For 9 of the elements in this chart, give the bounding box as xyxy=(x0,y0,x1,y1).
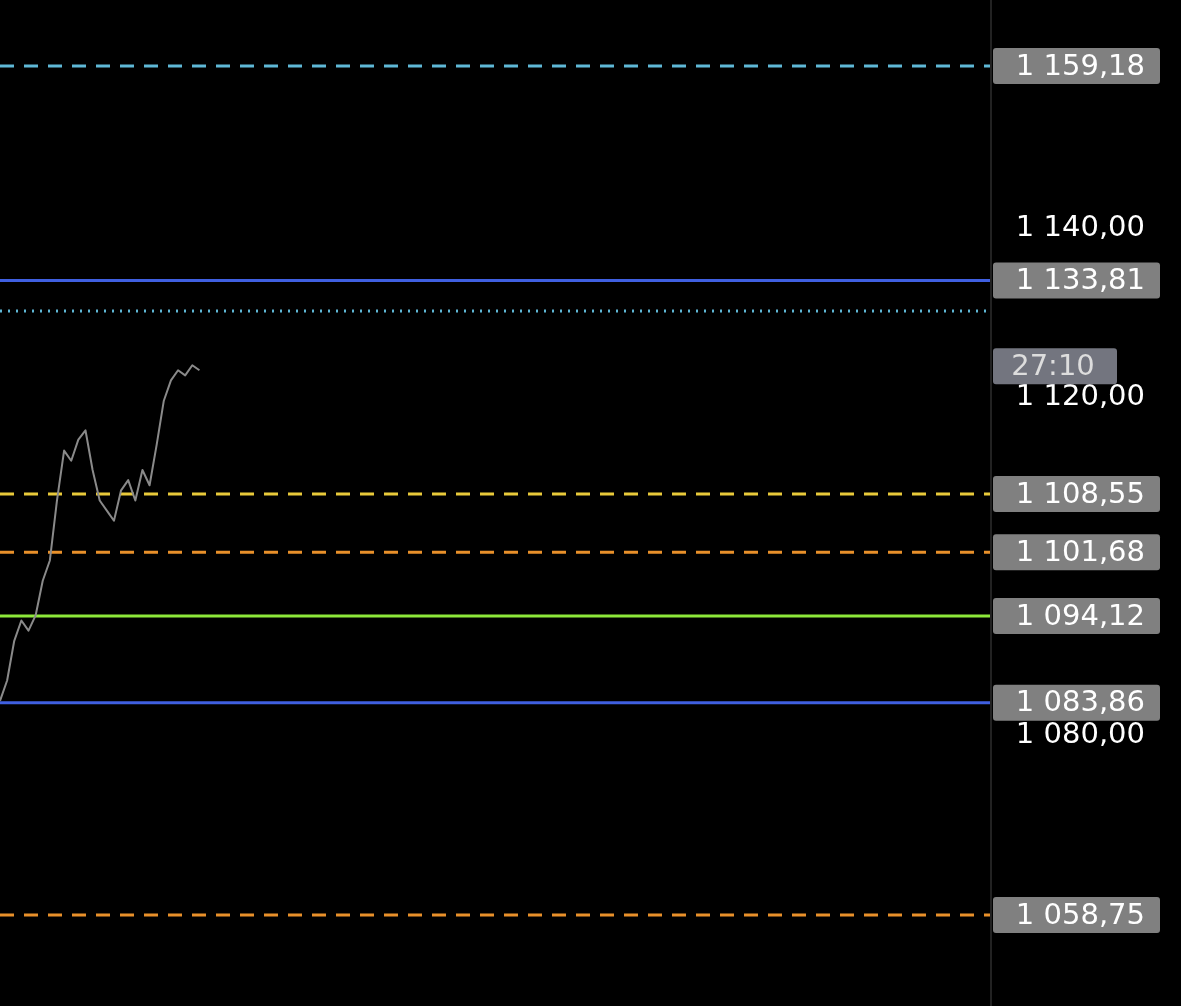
y-tick-label: 1 080,00 xyxy=(1015,716,1145,751)
ref-line-label: 1 058,75 xyxy=(1015,896,1145,931)
y-tick-label: 1 140,00 xyxy=(1015,208,1145,243)
ref-line-label: 1 133,81 xyxy=(1015,262,1145,297)
ref-line-label: 1 083,86 xyxy=(1015,684,1145,719)
ref-line-label: 1 108,55 xyxy=(1015,475,1145,510)
ref-line-label: 1 101,68 xyxy=(1015,533,1145,568)
ref-line-label: 1 159,18 xyxy=(1015,47,1145,82)
ref-line-label: 1 094,12 xyxy=(1015,597,1145,632)
